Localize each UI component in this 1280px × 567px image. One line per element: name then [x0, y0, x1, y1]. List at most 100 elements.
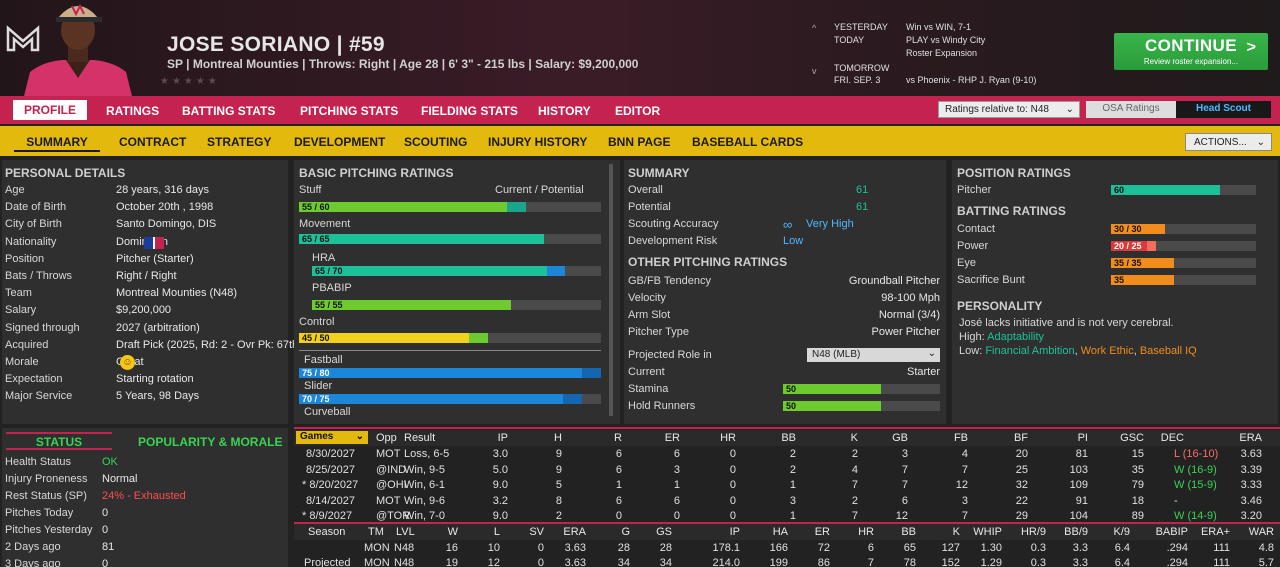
column-header[interactable]: Season [308, 526, 346, 538]
tab-pitching-stats[interactable]: PITCHING STATS [300, 104, 399, 118]
happy-face-icon: ☺ [120, 355, 135, 370]
column-header[interactable]: K [952, 526, 960, 538]
actions-dropdown[interactable]: ACTIONS... ⌄ [1185, 133, 1272, 151]
games-dropdown[interactable]: Games ⌄ [296, 431, 368, 444]
tab-history[interactable]: HISTORY [538, 104, 591, 118]
subtab-scouting[interactable]: SCOUTING [404, 135, 468, 149]
column-header[interactable]: PI [1077, 432, 1088, 444]
chevron-down-icon: ⌄ [1065, 104, 1074, 115]
detail-label: Age [5, 184, 25, 196]
column-header[interactable]: R [614, 432, 622, 444]
column-header[interactable]: Opp [376, 432, 397, 444]
subtab-baseball-cards[interactable]: BASEBALL CARDS [692, 135, 804, 149]
column-header[interactable]: H [554, 432, 562, 444]
batting-bar-power: 20 / 25 [1111, 241, 1256, 251]
tab-popularity-morale[interactable]: POPULARITY & MORALE [138, 435, 283, 449]
column-header[interactable]: WHIP [973, 526, 1002, 538]
chevron-down-icon: ⌄ [355, 431, 364, 442]
rating-bar-control-value: 45 / 50 [302, 333, 330, 343]
table-row[interactable]: MON N48 16 10 0 3.63 28 28 178.1 166 72 6 65 127 1.30 0… [294, 540, 1280, 556]
column-header[interactable]: BF [1013, 432, 1028, 444]
column-header[interactable]: TM [368, 526, 384, 538]
cell-era: 3.63 [1240, 448, 1262, 460]
column-header[interactable]: BB [901, 526, 916, 538]
table-row[interactable]: * 8/9/2027 @TOR Win, 7-0 9.0 2 0 0 0 1 7 12 7 29 104 8… [294, 508, 1280, 524]
tab-fielding-stats[interactable]: FIELDING STATS [421, 104, 518, 118]
chevron-up-icon[interactable]: ^ [812, 23, 817, 33]
table-row[interactable]: 8/30/2027 MOT Loss, 6-5 3.0 9 6 6 0 2 2 3 4 20 81 15 L … [294, 446, 1280, 462]
projected-role-dropdown[interactable]: N48 (MLB) ⌄ [807, 348, 940, 362]
game-log-table: Games ⌄ Opp Result IP H R ER HR BB K GB FB BF PI GSC DEC… [294, 430, 1280, 524]
column-header[interactable]: G [621, 526, 630, 538]
ratings-relative-dropdown[interactable]: Ratings relative to: N48 ⌄ [938, 101, 1080, 118]
column-header[interactable]: LVL [396, 526, 415, 538]
column-header[interactable]: ER [814, 526, 830, 538]
tab-ratings[interactable]: RATINGS [106, 104, 160, 118]
subtab-contract[interactable]: CONTRACT [119, 135, 187, 149]
status-label: Pitches Today [5, 507, 74, 519]
subtab-summary[interactable]: SUMMARY [14, 131, 100, 152]
column-header[interactable]: HR [858, 526, 874, 538]
low-trait-3: Baseball IQ [1139, 345, 1197, 357]
column-header[interactable]: K/9 [1113, 526, 1130, 538]
column-header[interactable]: IP [497, 432, 508, 444]
subtab-injury-history[interactable]: INJURY HISTORY [488, 135, 588, 149]
tab-batting-stats[interactable]: BATTING STATS [182, 104, 276, 118]
detail-label: Team [5, 287, 32, 300]
column-header[interactable]: Result [404, 432, 436, 444]
table-row[interactable]: * 8/20/2027 @OHI Win, 6-1 9.0 5 1 1 0 1 7 7 12 32 109… [294, 477, 1280, 493]
column-header[interactable]: HR [720, 432, 736, 444]
column-header[interactable]: GB [892, 432, 908, 444]
column-header[interactable]: W [447, 526, 458, 538]
column-header[interactable]: WAR [1248, 526, 1274, 538]
scrollbar[interactable] [609, 164, 613, 416]
name-separator: | [336, 33, 343, 56]
status-value: 81 [102, 541, 115, 553]
schedule-day: FRI. SEP. 3 [834, 75, 881, 85]
column-header[interactable]: K [850, 432, 858, 444]
column-header[interactable]: BB [781, 432, 796, 444]
column-header[interactable]: ERA+ [1200, 526, 1230, 538]
continue-label: CONTINUE [1145, 36, 1237, 55]
column-header[interactable]: DEC [1160, 432, 1184, 444]
cell-hr: 0 [729, 479, 736, 491]
summary-value: 61 [856, 201, 869, 213]
pitch-label-slider: Slider [304, 380, 333, 392]
cell-opp: @IND [376, 463, 407, 476]
column-header[interactable]: FB [953, 432, 968, 444]
ratings-relative-label: Ratings relative to: N48 [945, 104, 1049, 115]
bar-fill-current [1111, 224, 1166, 234]
column-header[interactable]: BABIP [1155, 526, 1188, 538]
column-header[interactable]: L [493, 526, 500, 538]
column-header[interactable]: BB/9 [1064, 526, 1088, 538]
column-header[interactable]: SV [529, 526, 544, 538]
column-header[interactable]: HR/9 [1020, 526, 1046, 538]
rating-bar-movement: 65 / 65 [299, 234, 601, 244]
column-header[interactable]: GSC [1120, 432, 1144, 444]
column-header[interactable]: ERA [563, 526, 586, 538]
osa-ratings-button[interactable]: OSA Ratings [1086, 101, 1176, 118]
column-header[interactable]: HA [772, 526, 788, 538]
season-cell: 0.3 [1030, 542, 1046, 554]
subtab-bnn-page[interactable]: BNN PAGE [608, 135, 671, 149]
season-cell: 178.1 [712, 542, 740, 554]
column-header[interactable]: ER [664, 432, 680, 444]
subtab-strategy[interactable]: STRATEGY [207, 135, 272, 149]
detail-label: Bats / Throws [5, 270, 73, 282]
column-header[interactable]: IP [729, 526, 740, 538]
table-row[interactable]: 8/25/2027 @IND Win, 9-5 5.0 9 6 3 0 2 4 7 7 25 103 35 W… [294, 462, 1280, 478]
subtab-development[interactable]: DEVELOPMENT [294, 135, 386, 149]
tab-status[interactable]: STATUS [6, 432, 112, 450]
chevron-down-icon[interactable]: v [812, 66, 817, 76]
column-header[interactable]: ERA [1239, 432, 1262, 444]
continue-button[interactable]: CONTINUE Review roster expansion... > [1114, 33, 1268, 70]
detail-label: Expectation [5, 373, 63, 386]
table-row[interactable]: 8/14/2027 MOT Win, 9-6 3.2 8 6 6 0 3 2 6 3 22 91 18 - 3.… [294, 493, 1280, 509]
head-scout-button[interactable]: Head Scout [1176, 101, 1271, 118]
projected-role-label: Projected Role in [628, 349, 712, 361]
tab-profile[interactable]: PROFILE [13, 100, 87, 120]
tab-editor[interactable]: EDITOR [615, 104, 661, 118]
column-header[interactable]: GS [656, 526, 672, 538]
table-row[interactable]: Projected MON N48 19 12 0 3.63 34 34 214.0 199 86 7 7… [294, 555, 1280, 567]
summary-value: Very High [806, 218, 854, 230]
